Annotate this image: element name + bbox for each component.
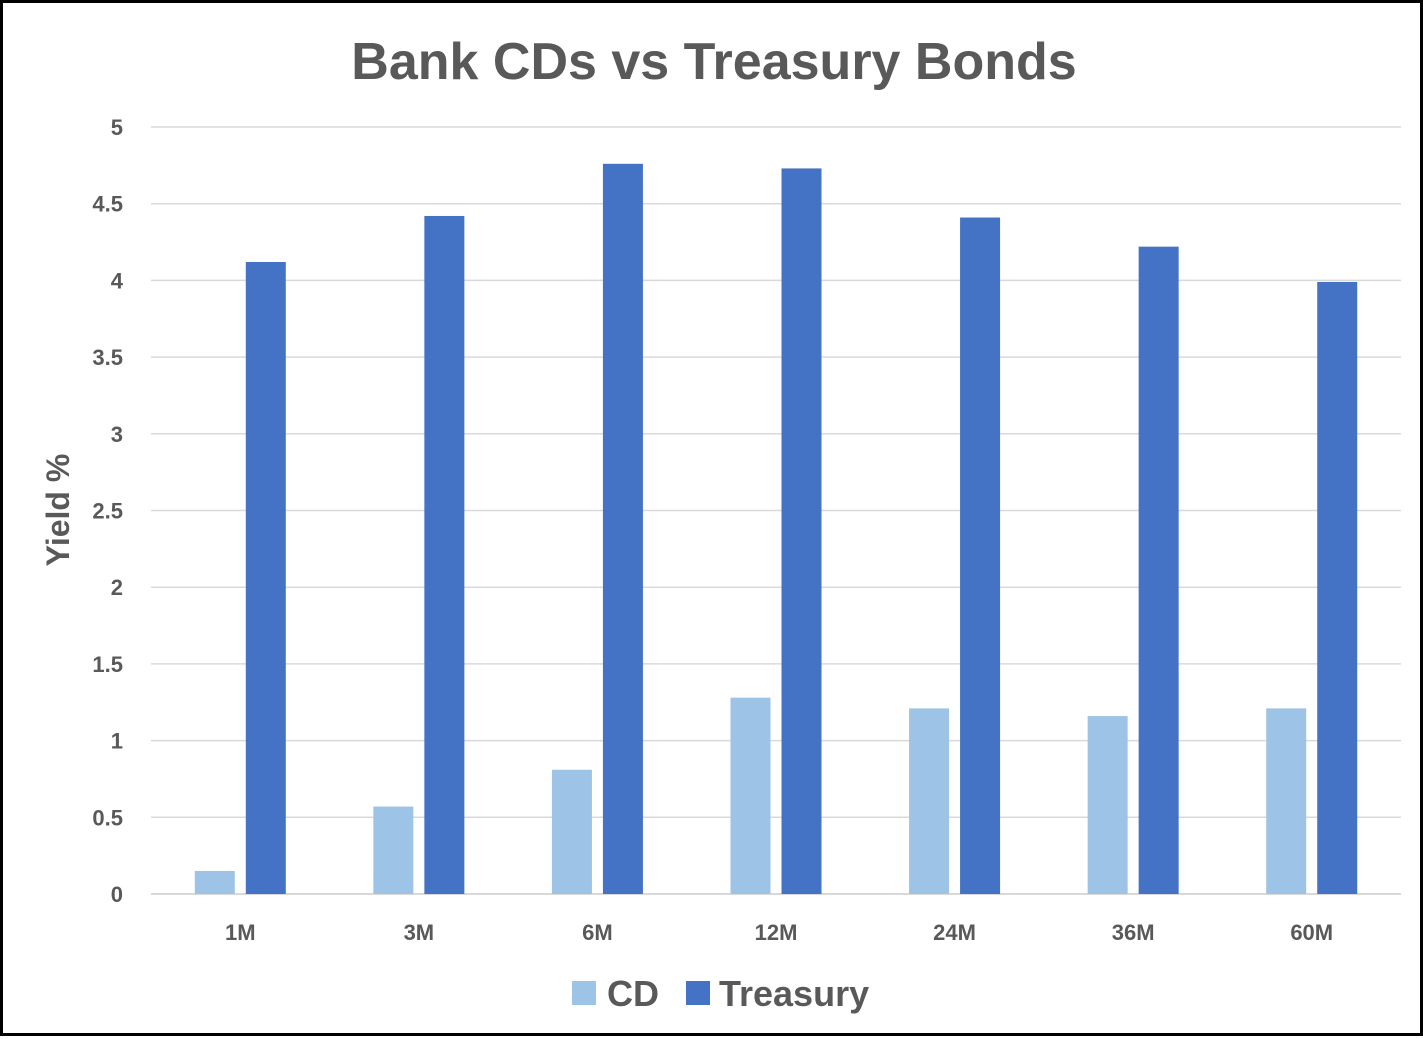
y-tick-label: 4.5 [92, 192, 123, 217]
x-tick-labels: 1M 3M 6M 12M 24M 36M 60M [225, 920, 1333, 945]
legend-swatch-cd [572, 981, 596, 1005]
bar-treasury-6m [602, 163, 643, 895]
bar-cd-1m [194, 870, 235, 894]
bar-cd-60m [1266, 708, 1307, 894]
legend-label-cd: CD [607, 973, 659, 1014]
bar-cd-24m [909, 708, 950, 894]
bar-cd-12m [730, 697, 771, 894]
y-tick-label: 2.5 [92, 499, 123, 524]
bar-treasury-36m [1138, 246, 1179, 895]
gridlines [151, 126, 1401, 895]
legend-label-treasury: Treasury [719, 973, 869, 1014]
y-tick-label: 1 [111, 729, 123, 754]
bar-cd-36m [1087, 716, 1128, 894]
y-tick-label: 4 [111, 268, 124, 293]
chart-svg: Bank CDs vs Treasury Bonds Yield % 0 0.5 1… [40, 33, 1401, 1014]
y-tick-label: 3.5 [92, 345, 123, 370]
chart-title: Bank CDs vs Treasury Bonds [351, 33, 1076, 91]
y-tick-label: 0.5 [92, 805, 123, 830]
x-tick-label: 60M [1290, 920, 1333, 945]
bar-treasury-60m [1317, 281, 1358, 895]
x-tick-label: 1M [225, 920, 256, 945]
y-tick-label: 1.5 [92, 652, 123, 677]
x-tick-label: 36M [1112, 920, 1155, 945]
bar-treasury-12m [781, 168, 822, 895]
bar-cd-6m [551, 769, 592, 894]
bar-treasury-1m [245, 261, 286, 894]
y-tick-label: 0 [111, 882, 123, 907]
bar-treasury-24m [960, 217, 1001, 895]
bar-cd-3m [373, 806, 414, 894]
bar-treasury-3m [424, 215, 465, 895]
y-tick-label: 3 [111, 422, 123, 447]
y-axis-label: Yield % [40, 454, 76, 567]
y-tick-label: 5 [111, 115, 123, 140]
x-tick-label: 6M [582, 920, 613, 945]
x-tick-label: 24M [933, 920, 976, 945]
legend-swatch-treasury [686, 981, 710, 1005]
x-tick-label: 3M [404, 920, 435, 945]
legend: CD Treasury [572, 973, 869, 1014]
y-tick-label: 2 [111, 575, 123, 600]
bars [194, 163, 1358, 895]
x-tick-label: 12M [755, 920, 798, 945]
y-tick-labels: 0 0.5 1 1.5 2 2.5 3 3.5 4 4.5 5 [92, 115, 123, 907]
